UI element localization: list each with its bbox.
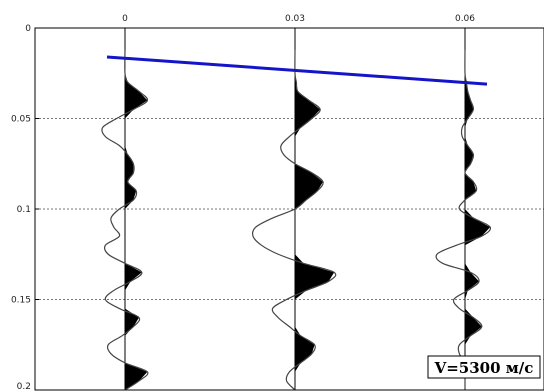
y-tick-label: 0 (25, 24, 31, 34)
ticks-layer: 0 0.05 0.1 0.15 0.2 0 0.03 0.06 (11, 14, 475, 392)
pick-layer (106, 55, 488, 86)
first-arrival-line (106, 55, 488, 86)
seismic-trace (251, 28, 337, 391)
x-tick-label: 0.06 (455, 14, 475, 24)
traces-layer (101, 28, 492, 391)
x-tick-label: 0 (122, 14, 128, 24)
trace-wiggle (251, 49, 337, 391)
positive-fill (295, 49, 335, 390)
y-tick-label: 0.1 (17, 205, 31, 215)
seismic-trace (101, 28, 149, 391)
trace-wiggle (101, 49, 149, 391)
y-tick-label: 0.05 (11, 115, 31, 125)
positive-fill (125, 49, 148, 390)
positive-fill (465, 49, 491, 390)
x-tick-label: 0.03 (285, 14, 305, 24)
velocity-label-box: V=5300 м/с (427, 355, 541, 379)
y-tick-label: 0.15 (11, 296, 31, 306)
y-tick-label: 0.2 (17, 382, 31, 392)
trace-wiggle (435, 49, 492, 390)
seismic-trace (435, 28, 492, 390)
velocity-label: V=5300 м/с (434, 359, 534, 377)
